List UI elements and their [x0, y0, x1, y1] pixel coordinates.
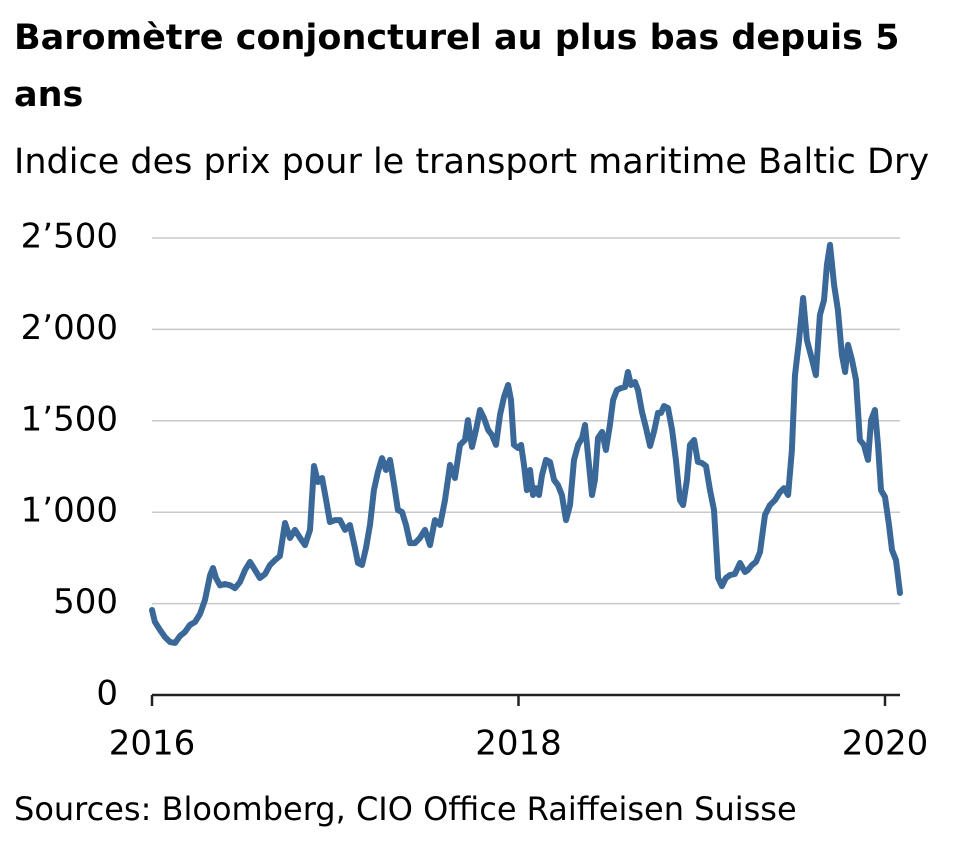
- chart: 0 500 1’000 1’500 2’000 2’500 2016 2018 2020: [21, 217, 929, 764]
- y-tick-label: 1’500: [21, 399, 118, 439]
- y-tick-label: 500: [53, 582, 118, 622]
- chart-title: Baromètre conjoncturel au plus bas depui…: [14, 18, 900, 115]
- x-tick-label: 2018: [475, 724, 562, 764]
- y-tick-label: 0: [96, 674, 118, 714]
- x-tick-label: 2020: [842, 724, 929, 764]
- source-note: Sources: Bloomberg, CIO Office Raiffeise…: [14, 790, 797, 828]
- chart-subtitle: Indice des prix pour le transport mariti…: [14, 142, 930, 182]
- y-tick-label: 1’000: [21, 491, 118, 531]
- data-line: [149, 241, 903, 646]
- x-tick-label: 2016: [109, 724, 196, 764]
- y-tick-label: 2’000: [21, 308, 118, 348]
- y-tick-label: 2’500: [21, 217, 118, 257]
